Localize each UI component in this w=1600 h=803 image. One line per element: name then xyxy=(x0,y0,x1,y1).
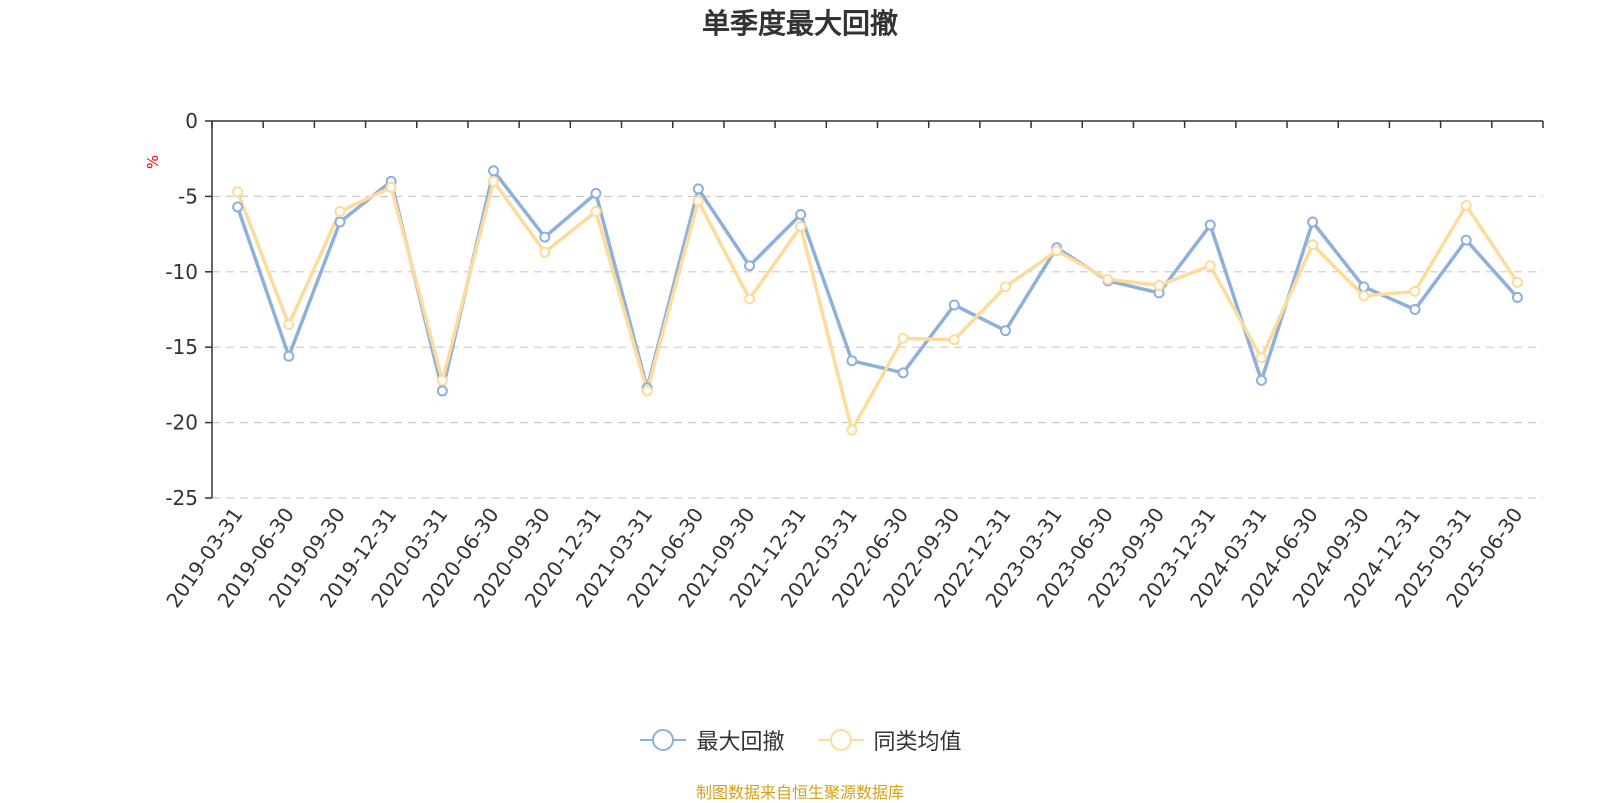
legend-label-peer-average: 同类均值 xyxy=(873,730,962,755)
data-point-series-0 xyxy=(897,367,909,379)
data-point-series-1 xyxy=(641,385,653,397)
y-axis-label: % xyxy=(144,155,162,169)
data-point-series-1 xyxy=(488,175,500,187)
data-point-series-1 xyxy=(232,186,244,198)
data-point-series-1 xyxy=(590,205,602,217)
data-point-series-1 xyxy=(948,334,960,346)
data-point-series-0 xyxy=(590,187,602,199)
data-point-series-1 xyxy=(1051,245,1063,257)
data-point-series-0 xyxy=(1204,219,1216,231)
data-point-series-1 xyxy=(385,181,397,193)
data-point-series-0 xyxy=(436,385,448,397)
data-point-series-1 xyxy=(283,319,295,331)
legend-item-max-drawdown[interactable]: 最大回撤 xyxy=(638,724,785,756)
data-point-series-0 xyxy=(488,165,500,177)
legend-marker-circle-icon xyxy=(640,729,687,751)
data-point-series-0 xyxy=(1511,291,1523,303)
data-point-series-0 xyxy=(948,299,960,311)
y-tick-label: -20 xyxy=(165,411,198,435)
y-tick-label: -25 xyxy=(165,486,198,510)
data-point-series-1 xyxy=(795,221,807,233)
data-point-series-0 xyxy=(795,208,807,220)
data-point-series-1 xyxy=(999,281,1011,293)
data-point-series-1 xyxy=(846,424,858,436)
legend: 最大回撤 同类均值 xyxy=(0,724,1600,758)
y-tick-label: -5 xyxy=(178,184,198,208)
legend-marker-circle-icon xyxy=(817,729,864,751)
data-point-series-1 xyxy=(334,205,346,217)
series-line-1 xyxy=(235,179,1519,432)
y-tick-label: 0 xyxy=(185,109,198,133)
data-point-series-1 xyxy=(1307,239,1319,251)
data-point-series-1 xyxy=(744,293,756,305)
data-point-series-0 xyxy=(283,350,295,362)
data-point-series-1 xyxy=(1409,285,1421,297)
legend-item-peer-average[interactable]: 同类均值 xyxy=(816,724,962,756)
data-point-series-0 xyxy=(692,183,704,195)
data-point-series-1 xyxy=(897,332,909,344)
legend-label-max-drawdown: 最大回撤 xyxy=(696,730,785,755)
y-tick-label: -10 xyxy=(165,260,198,284)
data-point-series-1 xyxy=(1204,260,1216,272)
data-point-series-0 xyxy=(1460,234,1472,246)
data-point-series-0 xyxy=(999,325,1011,337)
data-point-series-0 xyxy=(846,355,858,367)
data-point-series-1 xyxy=(1460,199,1472,211)
data-point-series-0 xyxy=(1307,216,1319,228)
data-point-series-0 xyxy=(744,260,756,272)
data-point-series-1 xyxy=(1102,273,1114,285)
data-point-series-1 xyxy=(436,374,448,386)
data-point-series-1 xyxy=(539,246,551,258)
chart-title: 单季度最大回撤 xyxy=(702,7,898,40)
y-tick-label: -15 xyxy=(165,335,198,359)
data-point-series-1 xyxy=(1511,276,1523,288)
data-point-series-1 xyxy=(1255,352,1267,364)
data-point-series-1 xyxy=(692,195,704,207)
source-note: 制图数据来自恒生聚源数据库 xyxy=(695,783,904,802)
data-point-series-1 xyxy=(1358,290,1370,302)
series-line-0 xyxy=(235,169,1519,393)
data-point-series-0 xyxy=(1409,304,1421,315)
data-point-series-0 xyxy=(232,201,244,213)
data-point-series-0 xyxy=(1255,374,1267,386)
data-point-series-0 xyxy=(1358,281,1370,293)
data-point-series-1 xyxy=(1153,279,1165,291)
data-point-series-0 xyxy=(539,231,551,243)
data-point-series-0 xyxy=(334,216,346,228)
